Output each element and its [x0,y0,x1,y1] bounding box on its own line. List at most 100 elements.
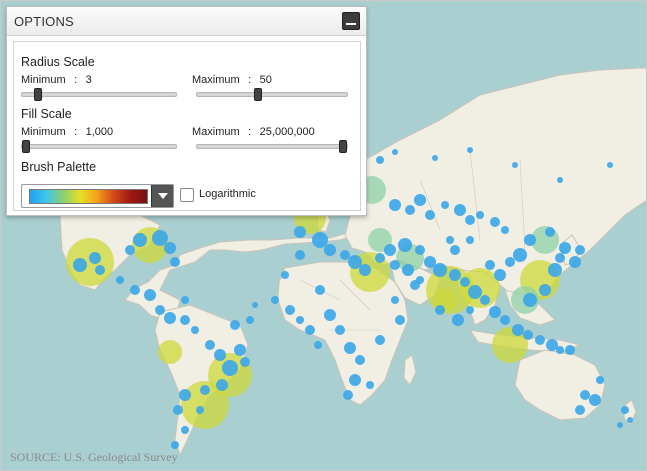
bubble [171,441,179,449]
brush-palette-dropdown[interactable] [21,184,174,208]
bubble [180,315,190,325]
chevron-down-icon [158,193,168,199]
bubble [556,346,564,354]
minimize-button[interactable] [342,12,360,30]
bubble [535,335,545,345]
bubble [392,149,398,155]
fill-max-slider[interactable] [196,140,348,153]
bubble [395,315,405,325]
bubble [324,244,336,256]
bubble [376,156,384,164]
bubble [513,248,527,262]
bubble [252,302,258,308]
fill-min-value: 1,000 [85,126,114,138]
bubble-large [181,381,229,429]
bubble [565,345,575,355]
bubble [315,285,325,295]
bubble [545,227,555,237]
radius-scale-heading: Radius Scale [21,55,95,69]
bubble [216,379,228,391]
bubble [485,260,495,270]
bubble [191,326,199,334]
bubble [465,215,475,225]
bubble [164,242,176,254]
radius-max-thumb[interactable] [254,88,262,101]
bubble [271,296,279,304]
bubble [196,406,204,414]
fill-min-slider[interactable] [21,140,177,153]
bubble-large [158,340,182,364]
fill-max-thumb[interactable] [339,140,347,153]
bubble [222,360,238,376]
radius-min-thumb[interactable] [34,88,42,101]
bubble [480,295,490,305]
bubble [460,277,470,287]
bubble [476,211,484,219]
bubble [432,155,438,161]
bubble [285,305,295,315]
bubble [355,355,365,365]
logarithmic-checkbox[interactable] [180,188,194,202]
bubble [234,344,246,356]
radius-min-label: Minimum [21,74,66,86]
radius-max-row: Maximum:50 [192,74,272,86]
bubble [181,296,189,304]
radius-min-slider[interactable] [21,88,177,101]
options-header: OPTIONS [7,7,366,36]
bubble [575,245,585,255]
options-title: OPTIONS [14,14,74,29]
radius-max-value: 50 [259,74,272,86]
fill-min-thumb[interactable] [22,140,30,153]
palette-dropdown-button[interactable] [151,185,173,207]
bubble [152,230,168,246]
colon: : [248,74,252,86]
bubble [512,324,524,336]
bubble [314,341,322,349]
bubble [425,210,435,220]
bubble [324,309,336,321]
bubble [89,252,101,264]
bubble [402,264,414,276]
bubble [133,233,147,247]
bubble [246,316,254,324]
bubble [452,314,464,326]
bubble [164,312,176,324]
bubble [580,390,590,400]
bubble [435,305,445,315]
options-body: Radius Scale Minimum:3 Maximum:50 Fill S… [13,41,361,211]
radius-max-label: Maximum [192,74,240,86]
bubble [349,374,361,386]
bubble [596,376,604,384]
bubble [240,357,250,367]
bubble [95,265,105,275]
bubble [589,394,601,406]
bubble [375,335,385,345]
bubble [312,232,328,248]
bubble [294,226,306,238]
bubble [454,204,466,216]
fill-max-value: 25,000,000 [259,126,315,138]
bubble [433,263,447,277]
bubble [116,276,124,284]
bubble [617,422,623,428]
radius-max-slider[interactable] [196,88,348,101]
bubble [179,389,191,401]
palette-gradient [29,189,148,204]
bubble [501,226,509,234]
fill-max-row: Maximum:25,000,000 [192,126,315,138]
fill-max-label: Maximum [192,126,240,138]
bubble [359,264,371,276]
bubble [335,325,345,335]
bubble [446,236,454,244]
bubble [281,271,289,279]
bubble [230,320,240,330]
bubble [214,349,226,361]
bubble [489,306,501,318]
radius-min-row: Minimum:3 [21,74,92,86]
bubble [344,342,356,354]
bubble [557,177,563,183]
bubble [389,199,401,211]
bubble [73,258,87,272]
